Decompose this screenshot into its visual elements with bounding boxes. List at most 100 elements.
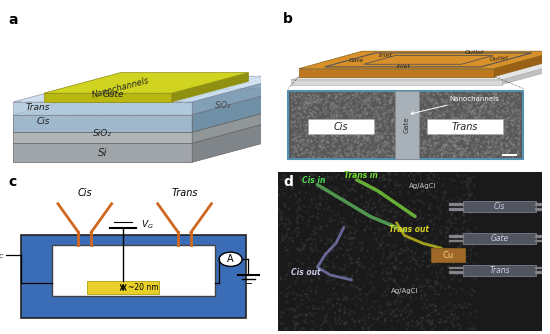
Point	[440, 131, 449, 137]
Point	[319, 102, 328, 107]
Point	[437, 240, 446, 246]
Point	[273, 206, 282, 211]
Point	[427, 98, 436, 103]
Point	[348, 114, 357, 119]
Point	[420, 120, 429, 125]
Point	[329, 133, 338, 139]
Point	[387, 220, 395, 225]
Point	[453, 138, 462, 143]
Point	[291, 307, 300, 313]
Point	[366, 104, 375, 109]
Bar	[52, 245, 215, 296]
Point	[349, 140, 358, 145]
Point	[390, 112, 399, 117]
Point	[417, 92, 426, 97]
Point	[307, 311, 316, 317]
Point	[438, 152, 447, 157]
Point	[337, 154, 345, 159]
Point	[291, 94, 300, 99]
Point	[502, 153, 510, 158]
Point	[374, 138, 383, 143]
Point	[474, 150, 482, 155]
Point	[356, 129, 365, 134]
Point	[480, 115, 488, 120]
Point	[375, 150, 383, 155]
Point	[318, 269, 327, 274]
Point	[445, 292, 454, 297]
Point	[307, 130, 316, 135]
Point	[409, 174, 418, 179]
Point	[434, 130, 443, 135]
Point	[348, 202, 356, 207]
Point	[321, 155, 330, 160]
Point	[376, 244, 385, 249]
Point	[406, 122, 415, 128]
Point	[348, 112, 356, 118]
Point	[305, 100, 314, 106]
Point	[386, 247, 394, 253]
Point	[455, 128, 464, 134]
Point	[390, 277, 399, 282]
Point	[293, 148, 301, 153]
Point	[466, 103, 475, 108]
Point	[362, 136, 371, 142]
Point	[448, 139, 457, 144]
Point	[481, 150, 490, 156]
Point	[295, 119, 304, 124]
Point	[455, 128, 464, 134]
Point	[421, 93, 430, 98]
Point	[487, 100, 496, 105]
Point	[412, 103, 421, 108]
Point	[361, 137, 370, 143]
Point	[462, 120, 471, 125]
Point	[499, 149, 508, 154]
Point	[369, 250, 378, 256]
Point	[282, 222, 290, 227]
Point	[356, 142, 365, 147]
Point	[374, 97, 383, 103]
Point	[339, 109, 348, 114]
Point	[333, 110, 342, 115]
Point	[439, 138, 448, 144]
Point	[395, 127, 404, 132]
Point	[340, 108, 349, 113]
Point	[422, 95, 431, 101]
Point	[357, 141, 366, 146]
Point	[307, 198, 316, 204]
Point	[332, 112, 341, 117]
Point	[493, 146, 502, 151]
Point	[438, 118, 447, 123]
Point	[378, 271, 387, 276]
Point	[489, 91, 498, 96]
Point	[359, 91, 368, 96]
Point	[455, 321, 464, 327]
Point	[332, 114, 341, 119]
Point	[406, 111, 415, 116]
Point	[402, 206, 410, 211]
Point	[296, 189, 305, 194]
Point	[316, 155, 324, 160]
Point	[302, 116, 311, 121]
Point	[484, 138, 493, 143]
Point	[397, 246, 405, 252]
Point	[316, 110, 325, 115]
Point	[344, 232, 353, 237]
Point	[309, 154, 317, 160]
Point	[449, 95, 458, 100]
Point	[317, 97, 326, 102]
Point	[503, 152, 512, 157]
Point	[301, 183, 310, 188]
Point	[309, 154, 317, 160]
Point	[311, 196, 320, 201]
Point	[485, 110, 494, 115]
Point	[384, 232, 393, 238]
Point	[297, 146, 306, 152]
Point	[402, 277, 410, 283]
Point	[316, 154, 324, 160]
Point	[419, 126, 428, 131]
Point	[321, 241, 330, 247]
Point	[303, 115, 312, 120]
Point	[396, 261, 405, 266]
Point	[397, 133, 405, 138]
Point	[342, 285, 350, 290]
